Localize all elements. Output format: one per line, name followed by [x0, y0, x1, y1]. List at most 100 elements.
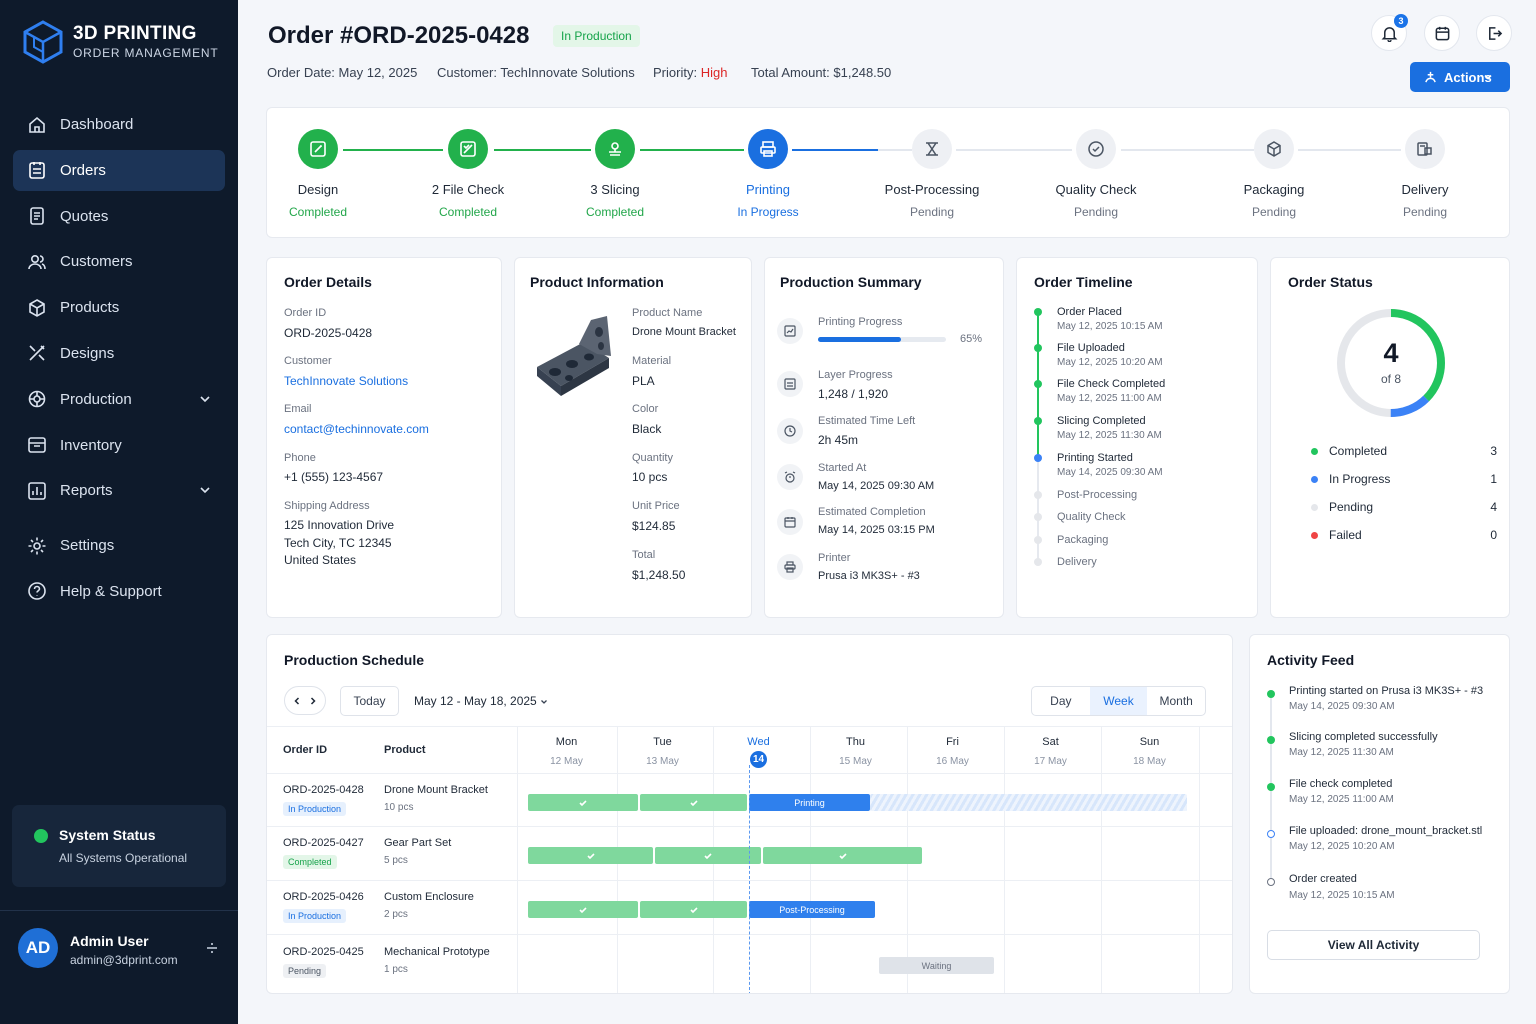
sidebar-item-quotes[interactable]: Quotes: [13, 196, 225, 237]
chevron-down-icon[interactable]: [540, 698, 548, 706]
step-slicing[interactable]: 3 Slicing Completed: [545, 129, 685, 219]
email-link[interactable]: contact@techinnovate.com: [284, 422, 429, 436]
step-packaging[interactable]: Packaging Pending: [1204, 129, 1344, 219]
column-header-order-id: Order ID: [283, 744, 328, 756]
progress-percent: 65%: [960, 333, 983, 345]
gantt-bar-waiting[interactable]: Waiting: [879, 957, 994, 974]
post-processing-icon: [926, 142, 938, 156]
sidebar-item-orders[interactable]: Orders: [13, 149, 225, 191]
avatar[interactable]: AD: [18, 928, 58, 968]
sidebar-item-production[interactable]: Production: [13, 379, 225, 420]
home-icon: [29, 116, 45, 133]
view-month[interactable]: Month: [1159, 694, 1193, 708]
sidebar-item-label: Settings: [60, 537, 115, 555]
row-status-badge: Completed: [283, 855, 337, 869]
activity-date: May 12, 2025 10:15 AM: [1289, 890, 1395, 901]
step-status: Completed: [288, 205, 348, 219]
app-subtitle: ORDER MANAGEMENT: [73, 46, 219, 60]
sidebar-item-dashboard[interactable]: Dashboard: [13, 104, 225, 145]
view-day[interactable]: Day: [1050, 694, 1072, 708]
step-quality-check[interactable]: Quality Check Pending: [1026, 129, 1166, 219]
today-marker: [749, 765, 750, 993]
row-status-badge: Pending: [283, 964, 327, 978]
status-count: 4: [1383, 338, 1399, 368]
chevron-right-icon[interactable]: [308, 696, 318, 706]
gantt-bar-completed[interactable]: [763, 847, 922, 864]
order-timeline-card: Order Timeline Order Placed May 12, 2025…: [1016, 257, 1258, 618]
sidebar-item-customers[interactable]: Customers: [13, 241, 225, 282]
phone-value: +1 (555) 123-4567: [284, 470, 384, 484]
help-icon: [28, 582, 46, 601]
gantt-bar-completed[interactable]: [655, 847, 761, 864]
field-label: Color: [632, 403, 659, 415]
day-header-fri: Fri 16 May: [936, 736, 969, 767]
check-icon: [838, 852, 847, 859]
sidebar-item-products[interactable]: Products: [13, 287, 225, 328]
sidebar-item-settings[interactable]: Settings: [13, 525, 225, 566]
customer-link[interactable]: TechInnovate Solutions: [284, 374, 409, 388]
view-week[interactable]: Week: [1089, 687, 1148, 715]
row-product: Mechanical Prototype: [384, 946, 490, 958]
card-title: Activity Feed: [1267, 652, 1355, 668]
activity-date: May 12, 2025 11:00 AM: [1289, 794, 1394, 805]
gantt-bar-completed[interactable]: [640, 794, 747, 811]
day-header-thu: Thu 15 May: [839, 736, 872, 767]
card-title: Order Timeline: [1034, 274, 1133, 290]
calendar-icon: [1435, 26, 1449, 40]
logout-button[interactable]: [1476, 15, 1512, 51]
step-delivery[interactable]: Delivery Pending: [1355, 129, 1495, 219]
app-logo[interactable]: 3D PRINTING ORDER MANAGEMENT: [22, 20, 218, 64]
calendar-icon: [777, 509, 803, 535]
card-title: Production Summary: [780, 274, 922, 290]
gantt-bar-completed[interactable]: [640, 901, 747, 918]
column-header-product: Product: [384, 744, 426, 756]
timeline-event: Packaging: [1057, 534, 1109, 546]
sidebar-item-help[interactable]: Help & Support: [13, 571, 225, 612]
step-name: Design: [297, 182, 339, 197]
sidebar-item-reports[interactable]: Reports: [13, 470, 225, 511]
gantt-bar-completed[interactable]: [528, 794, 638, 811]
step-printing[interactable]: Printing In Progress: [698, 129, 838, 219]
production-icon: [28, 390, 46, 408]
row-status-badge: In Production: [283, 909, 347, 923]
user-menu-icon[interactable]: [204, 940, 220, 956]
timeline-event: File Check Completed: [1057, 378, 1166, 390]
production-schedule-card: Production Schedule Today May 12 - May 1…: [266, 634, 1233, 994]
step-file-check[interactable]: 2 File Check Completed: [398, 129, 538, 219]
schedule-nav[interactable]: [284, 686, 326, 715]
sidebar-item-inventory[interactable]: Inventory: [13, 425, 225, 466]
row-order-id: ORD-2025-0425: [283, 946, 364, 958]
activity-dot: [1267, 878, 1275, 886]
slicing-icon: [609, 142, 621, 156]
card-title: Order Details: [284, 274, 372, 290]
actions-button[interactable]: Actions: [1410, 62, 1510, 92]
field-label: Total: [632, 549, 656, 561]
field-label: Email: [284, 403, 312, 415]
production-stepper: Design Completed 2 File Check Completed …: [266, 107, 1510, 238]
timeline-date: May 12, 2025 11:00 AM: [1057, 393, 1162, 404]
date-range-select[interactable]: May 12 - May 18, 2025: [414, 694, 537, 708]
timeline-date: May 12, 2025 10:20 AM: [1057, 357, 1163, 368]
gantt-bar-printing[interactable]: Printing: [749, 794, 870, 811]
field-label: Phone: [284, 452, 316, 464]
gantt-bar-completed[interactable]: [528, 901, 638, 918]
calendar-button[interactable]: [1424, 15, 1460, 51]
gantt-bar-completed[interactable]: [528, 847, 653, 864]
view-all-activity-button[interactable]: View All Activity: [1267, 930, 1480, 960]
sidebar-item-label: Help & Support: [60, 582, 162, 600]
step-post-processing[interactable]: Post-Processing Pending: [862, 129, 1002, 219]
step-name: Post-Processing: [884, 182, 980, 197]
step-design[interactable]: Design Completed: [248, 129, 388, 219]
today-button[interactable]: Today: [340, 686, 399, 716]
field-label: Printing Progress: [818, 316, 903, 328]
gantt-bar-post-processing[interactable]: Post-Processing: [749, 901, 875, 918]
sidebar-item-designs[interactable]: Designs: [13, 333, 225, 374]
timeline-date: May 14, 2025 09:30 AM: [1057, 467, 1163, 478]
step-name: Printing: [745, 182, 791, 197]
chevron-left-icon[interactable]: [292, 696, 302, 706]
timeline-dot: [1034, 491, 1042, 499]
gantt-bar-remaining: [870, 794, 1187, 811]
design-tools-icon: [29, 345, 45, 362]
activity-date: May 12, 2025 11:30 AM: [1289, 747, 1394, 758]
notifications-button[interactable]: 3: [1371, 14, 1408, 51]
